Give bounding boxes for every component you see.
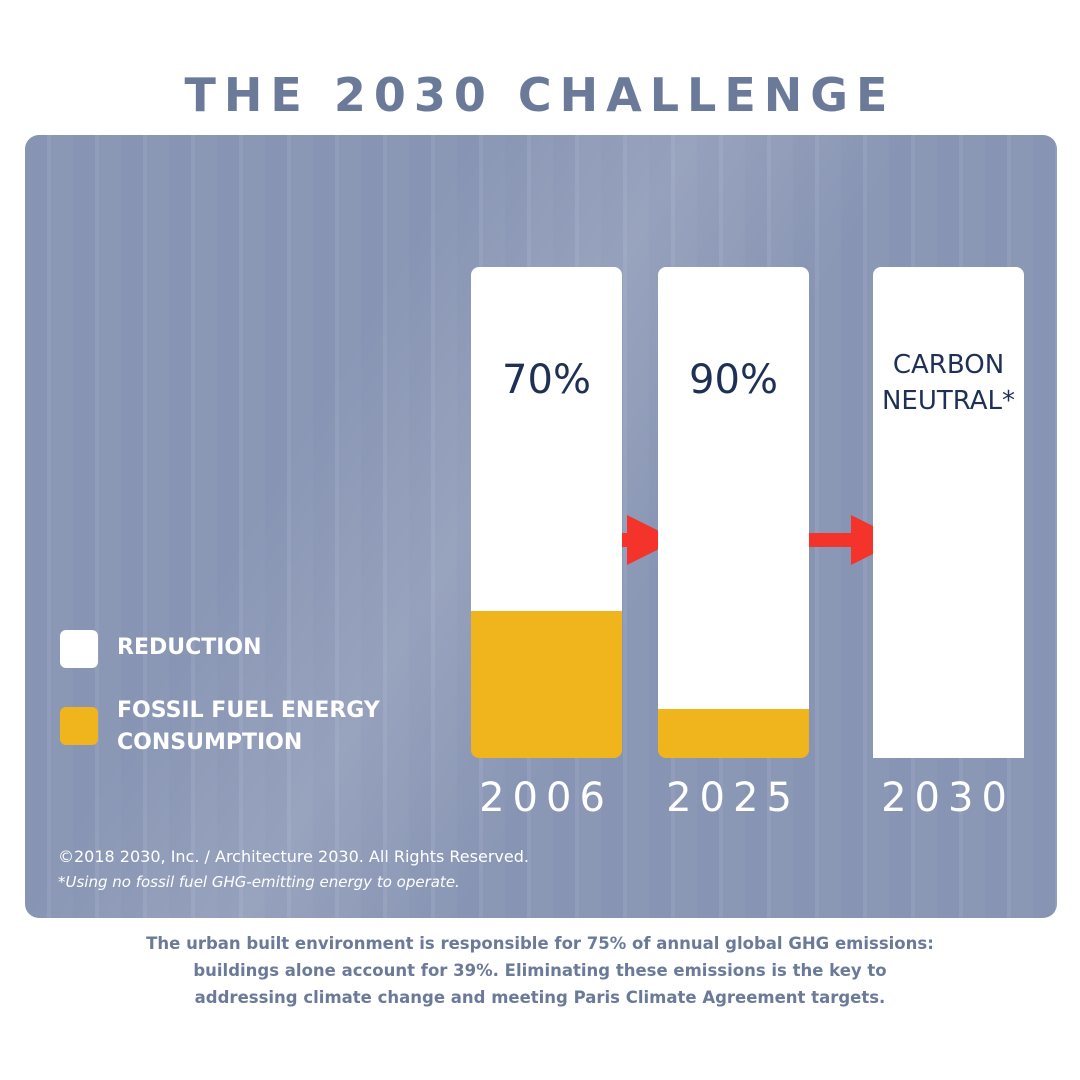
value-label: 70%: [502, 357, 591, 403]
legend-label: REDUCTION: [117, 635, 262, 660]
bar-segment: [471, 610, 622, 758]
legend-label: FOSSIL FUEL ENERGY CONSUMPTION: [117, 698, 380, 755]
bar-segment: [471, 267, 622, 611]
x-tick-label: 2006: [479, 775, 613, 821]
x-tick-label: 2030: [881, 775, 1015, 821]
bar-segment: [873, 267, 1024, 758]
title: THE 2030 CHALLENGE: [184, 68, 896, 122]
value-label: 90%: [689, 357, 778, 403]
legend-swatch: [60, 707, 98, 745]
caption: The urban built environment is responsib…: [146, 934, 934, 1007]
value-label: CARBON NEUTRAL*: [881, 350, 1016, 416]
chart-panel: ©2018 2030, Inc. / Architecture 2030. Al…: [25, 135, 1057, 918]
x-tick-label: 2025: [666, 775, 800, 821]
bar-segment: [658, 708, 809, 758]
legend-swatch: [60, 630, 98, 668]
arrow: [572, 515, 677, 565]
footnote: *Using no fossil fuel GHG-emitting energ…: [58, 873, 460, 891]
copyright: ©2018 2030, Inc. / Architecture 2030. Al…: [58, 847, 529, 866]
bar-segment: [658, 267, 809, 709]
